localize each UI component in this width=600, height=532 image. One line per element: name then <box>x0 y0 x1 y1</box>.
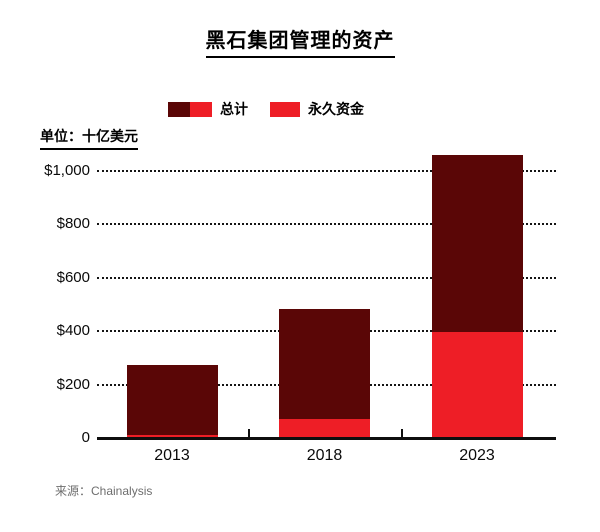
x-axis-tick-0 <box>248 429 251 438</box>
y-tick-label-600: $600 <box>56 268 90 286</box>
bar-permanent-2013 <box>126 434 218 439</box>
y-tick-label-200: $200 <box>56 375 90 393</box>
gridline-800 <box>97 223 556 225</box>
legend-item-total: 总计 <box>168 99 248 119</box>
y-tick-label-400: $400 <box>56 322 90 339</box>
source-attribution: 来源：Chainalysis <box>55 484 153 498</box>
legend-swatch-total-icon <box>168 101 212 117</box>
page-title-text: 黑石集团管理的资产 <box>205 24 395 58</box>
y-tick-label-0: 0 <box>81 429 90 446</box>
legend-label-total: 总计 <box>220 101 248 117</box>
x-tick-label-2018: 2018 <box>306 447 343 464</box>
legend-label-permanent: 永久资金 <box>308 101 364 117</box>
x-axis-tick-1 <box>400 429 403 438</box>
bar-permanent-2023 <box>431 332 523 439</box>
legend: 总计 永久资金 <box>168 99 364 119</box>
bar-total-2018 <box>279 309 370 439</box>
unit-label-text: 单位：十亿美元 <box>40 126 138 150</box>
bar-total-2013 <box>126 365 218 439</box>
x-tick-label-2023: 2023 <box>459 447 495 464</box>
y-tick-label-1000: $1,000 <box>44 161 90 179</box>
unit-label: 单位：十亿美元 <box>40 126 138 150</box>
legend-swatch-permanent-icon <box>270 101 300 117</box>
legend-item-permanent: 永久资金 <box>270 99 364 119</box>
page-title: 黑石集团管理的资产 <box>0 24 600 58</box>
bar-permanent-2018 <box>279 418 370 439</box>
x-axis-line <box>97 437 556 440</box>
x-tick-label-2013: 2013 <box>154 447 190 464</box>
gridline-1000 <box>97 169 556 172</box>
y-tick-label-800: $800 <box>56 215 90 232</box>
gridline-600 <box>97 276 556 279</box>
